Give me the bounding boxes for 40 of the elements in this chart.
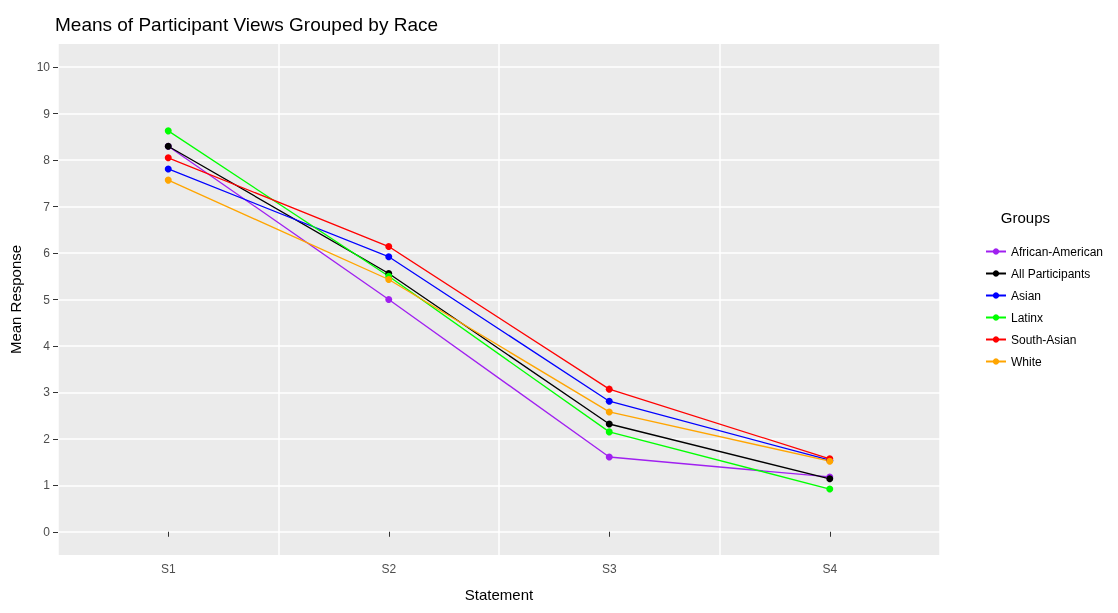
point: [605, 408, 613, 416]
point: [164, 176, 172, 184]
y-tick-label: 8: [43, 153, 51, 168]
y-tick-label: 10: [36, 60, 51, 75]
point: [385, 253, 393, 261]
point: [385, 296, 393, 303]
point: [164, 165, 172, 173]
y-tick-label: 2: [43, 431, 51, 446]
x-tick-label: S3: [601, 562, 617, 576]
y-tick-label: 7: [43, 199, 51, 214]
point: [605, 420, 613, 428]
point: [164, 127, 172, 135]
point: [826, 485, 834, 493]
point: [385, 243, 393, 251]
y-tick-label: 5: [43, 292, 51, 307]
legend-label: Asian: [1010, 288, 1041, 303]
legend-title: Groups: [1000, 209, 1051, 226]
y-tick-label: 4: [43, 338, 51, 353]
x-tick-label: S4: [822, 562, 838, 576]
point: [385, 276, 393, 284]
y-tick-label: 0: [43, 524, 51, 539]
y-axis-title: Mean Response: [7, 244, 24, 355]
point: [605, 385, 613, 393]
x-tick-label: S2: [381, 562, 397, 576]
y-tick-label: 9: [43, 106, 51, 121]
legend-label: All Participants: [1010, 266, 1091, 281]
point: [605, 428, 613, 436]
point: [164, 154, 172, 162]
point: [605, 453, 613, 461]
point: [605, 397, 613, 405]
x-tick-label: S1: [160, 562, 176, 576]
chart-title: Means of Participant Views Grouped by Race: [55, 14, 439, 35]
legend-label: Latinx: [1010, 310, 1043, 325]
y-tick-label: 6: [43, 246, 51, 261]
legend-label: South-Asian: [1010, 332, 1077, 347]
y-tick-label: 1: [43, 478, 51, 493]
legend-label: White: [1010, 354, 1042, 369]
y-tick-label: 3: [43, 385, 51, 400]
legend-label: African-American: [1010, 244, 1103, 259]
x-axis-title: Statement: [464, 586, 535, 603]
